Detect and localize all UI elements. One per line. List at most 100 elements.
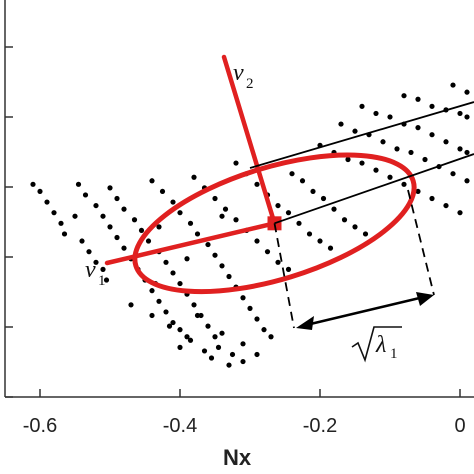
data-point [429,103,435,109]
data-point [306,231,313,237]
data-point [93,259,99,265]
data-point [219,263,225,269]
lambda-label-sub: 1 [390,346,398,362]
arrowhead-right [416,292,434,306]
data-point [240,295,246,301]
data-point [93,202,99,209]
data-point [310,188,316,195]
v1-label: v 1 [85,257,106,289]
data-point [464,114,470,120]
data-point [138,227,145,234]
data-point [51,210,57,216]
data-point [79,238,85,244]
data-point [240,341,246,347]
data-point [222,206,229,212]
data-point [415,188,421,195]
data-point [131,217,138,223]
sqrt-symbol [351,326,402,363]
data-point [331,206,337,212]
data-point [219,330,225,336]
data-point [285,266,292,272]
data-point [373,110,379,117]
data-point [149,288,155,294]
data-point [121,245,127,251]
data-point [254,238,260,244]
data-point [457,146,463,152]
data-point [212,334,218,340]
x-tick-label: -0.6 [23,415,57,437]
data-point [240,358,246,365]
data-point [443,139,449,145]
data-point [194,231,201,237]
data-point [450,82,456,88]
data-point [215,344,222,350]
data-point [464,178,470,184]
data-point [114,234,120,241]
x-axis-title: Nx [223,445,252,470]
data-point [380,139,386,145]
data-point [394,146,400,152]
data-point [163,259,169,265]
data-point [450,171,456,177]
data-point [212,195,218,202]
v2-label-main: v [233,60,244,86]
data-point [254,351,260,358]
eigenvector-v2-line [221,54,277,226]
data-point [264,249,271,255]
data-point [429,132,435,138]
data-point [457,110,463,117]
points-layer [30,82,470,368]
lambda-span-arrow [301,294,429,328]
data-point [86,249,92,255]
data-point [338,121,344,127]
data-point [299,178,306,184]
data-point [254,181,260,187]
data-point [317,238,323,244]
data-point [163,309,169,315]
data-point [58,220,64,226]
data-point [401,181,407,187]
data-point [177,344,183,350]
lower-parallel-line [274,153,474,225]
data-point [156,224,162,230]
data-point [166,323,173,329]
data-point [212,252,218,258]
data-point [145,238,152,244]
data-point [149,312,155,319]
tick-labels: -0.6 -0.4 -0.2 0 [23,415,466,437]
arrowhead-left [296,316,314,330]
data-point [226,362,232,368]
data-point [352,128,358,134]
data-point [107,185,113,191]
data-point [268,334,274,340]
data-point [177,327,183,333]
upper-parallel-line [249,101,474,169]
x-tick-label: -0.4 [163,415,197,437]
data-point [275,202,281,209]
data-point [170,199,176,205]
data-point [100,266,106,272]
data-point [341,217,348,223]
data-point [208,355,215,361]
data-point [205,323,211,329]
eigenvector-v1-line [104,221,277,266]
data-point [408,149,414,156]
data-point [37,188,43,195]
data-point [443,202,449,209]
data-point [61,231,68,237]
v2-label-sub: 2 [246,76,254,92]
data-point [72,213,78,219]
data-point [187,337,194,343]
data-point [457,210,463,216]
data-point [177,210,183,216]
data-point [226,273,232,280]
v1-label-sub: 1 [98,273,106,289]
data-point [296,220,302,226]
data-point [254,316,260,322]
data-point [121,206,127,212]
data-point [261,327,267,333]
data-point [320,195,327,202]
x-tick-label: -0.2 [303,415,337,437]
